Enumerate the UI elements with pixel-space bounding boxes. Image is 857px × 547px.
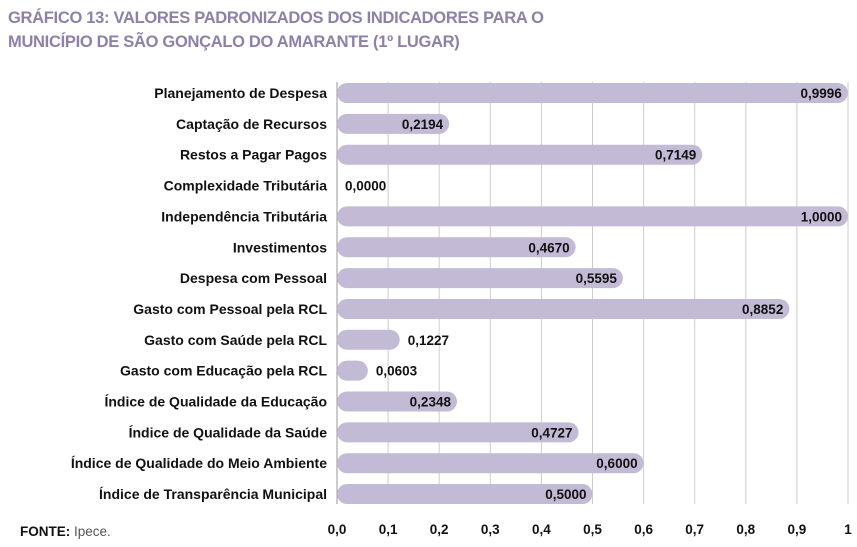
value-label: 0,5595 xyxy=(576,271,618,286)
bar xyxy=(337,268,623,289)
category-label: Captação de Recursos xyxy=(176,116,327,132)
category-label: Despesa com Pessoal xyxy=(180,270,327,286)
value-label: 0,6000 xyxy=(596,456,637,471)
value-label: 1,0000 xyxy=(801,209,842,224)
chart-title: GRÁFICO 13: VALORES PADRONIZADOS DOS IND… xyxy=(8,6,544,54)
bar xyxy=(337,206,848,227)
category-label: Gasto com Saúde pela RCL xyxy=(144,332,327,348)
category-label: Índice de Qualidade do Meio Ambiente xyxy=(71,455,327,471)
title-line-1: GRÁFICO 13: VALORES PADRONIZADOS DOS IND… xyxy=(8,9,544,27)
x-tick-label: 0,4 xyxy=(532,522,551,537)
value-label: 0,8852 xyxy=(742,302,783,317)
value-label: 0,4727 xyxy=(531,425,572,440)
category-label: Planejamento de Despesa xyxy=(154,85,327,101)
category-label: Complexidade Tributária xyxy=(164,178,328,194)
category-label: Independência Tributária xyxy=(161,208,327,224)
x-tick-label: 0,8 xyxy=(736,522,755,537)
source-note: FONTE: Ipece. xyxy=(20,524,111,539)
x-tick-label: 0,2 xyxy=(430,522,449,537)
bar xyxy=(337,237,576,258)
value-label: 0,2194 xyxy=(402,117,444,132)
bar xyxy=(337,391,457,412)
value-label: 0,1227 xyxy=(408,333,449,348)
value-label: 0,0000 xyxy=(345,179,386,194)
value-label: 0,7149 xyxy=(655,148,696,163)
value-label: 0,2348 xyxy=(410,395,452,410)
x-tick-label: 0,1 xyxy=(379,522,398,537)
category-label: Índice de Transparência Municipal xyxy=(99,486,327,502)
bar xyxy=(337,484,593,505)
bar xyxy=(337,453,644,474)
bar xyxy=(337,83,848,103)
value-label: 0,4670 xyxy=(528,240,569,255)
bar xyxy=(337,329,400,350)
category-label: Restos a Pagar Pagos xyxy=(180,147,327,163)
category-label: Gasto com Pessoal pela RCL xyxy=(133,301,327,317)
x-tick-label: 0,7 xyxy=(685,522,704,537)
x-tick-label: 1 xyxy=(844,522,852,537)
x-tick-label: 0,6 xyxy=(634,522,653,537)
category-label: Gasto com Educação pela RCL xyxy=(120,363,327,379)
bar xyxy=(337,360,368,381)
source-text: Ipece. xyxy=(74,524,111,539)
source-label: FONTE: xyxy=(20,524,71,539)
x-tick-label: 0,9 xyxy=(788,522,807,537)
x-tick-label: 0,0 xyxy=(328,522,347,537)
value-label: 0,9996 xyxy=(800,86,842,101)
bar xyxy=(337,422,579,443)
category-label: Índice de Qualidade da Educação xyxy=(104,394,327,410)
x-tick-label: 0,3 xyxy=(481,522,500,537)
value-label: 0,5000 xyxy=(545,487,586,502)
category-label: Índice de Qualidade da Saúde xyxy=(129,424,328,440)
title-line-2: MUNICÍPIO DE SÃO GONÇALO DO AMARANTE (1º… xyxy=(8,33,460,51)
x-tick-label: 0,5 xyxy=(583,522,602,537)
bar xyxy=(337,113,450,134)
value-label: 0,0603 xyxy=(376,364,418,379)
category-label: Investimentos xyxy=(233,239,327,255)
bar xyxy=(337,298,790,319)
bar xyxy=(337,144,703,165)
